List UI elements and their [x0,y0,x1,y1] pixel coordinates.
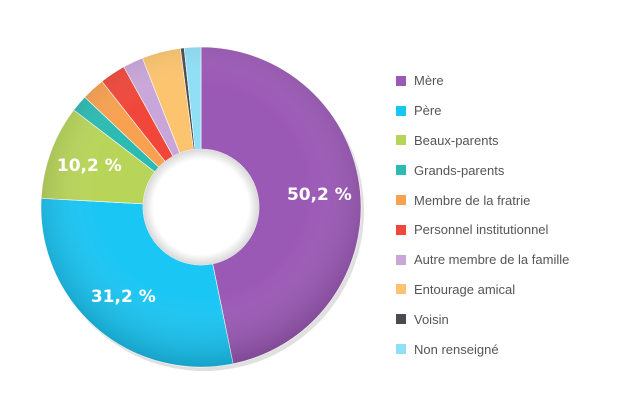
legend-label: Autre membre de la famille [414,252,570,268]
legend-swatch [396,165,406,176]
legend-item-grands-parents[interactable]: Grands-parents [396,155,569,185]
legend-item-entourage-amical[interactable]: Entourage amical [396,275,569,305]
legend-swatch [396,105,406,116]
legend-swatch [396,344,406,355]
legend-item-beaux-parents[interactable]: Beaux-parents [396,126,569,156]
legend-swatch [396,224,406,235]
donut-hole [143,149,259,265]
legend-label: Mère [414,73,444,89]
legend-label: Beaux-parents [414,132,499,148]
legend-item-non-renseigne[interactable]: Non renseigné [396,334,569,364]
legend-swatch [396,314,406,325]
legend-label: Grands-parents [414,162,505,178]
chart-legend: Mère Père Beaux-parents Grands-parents Membr… [396,66,569,364]
legend-label: Voisin [414,311,449,327]
legend-item-voisin[interactable]: Voisin [396,304,569,334]
legend-label: Non renseigné [414,341,499,357]
data-label-pere: 31,2 % [91,287,156,307]
legend-swatch [396,284,406,295]
legend-item-autre-membre-de-la-famille[interactable]: Autre membre de la famille [396,245,569,275]
legend-item-personnel-institutionnel[interactable]: Personnel institutionnel [396,215,569,245]
legend-swatch [396,135,406,146]
legend-label: Entourage amical [414,281,516,297]
legend-item-membre-de-la-fratrie[interactable]: Membre de la fratrie [396,185,569,215]
legend-label: Père [414,103,442,119]
data-label-mere: 50,2 % [287,185,352,205]
legend-swatch [396,254,406,265]
data-label-beaux-parents: 10,2 % [57,156,122,176]
legend-item-pere[interactable]: Père [396,96,569,126]
legend-item-mere[interactable]: Mère [396,66,569,96]
legend-swatch [396,75,406,86]
legend-label: Personnel institutionnel [414,222,549,238]
legend-label: Membre de la fratrie [414,192,531,208]
legend-swatch [396,195,406,206]
